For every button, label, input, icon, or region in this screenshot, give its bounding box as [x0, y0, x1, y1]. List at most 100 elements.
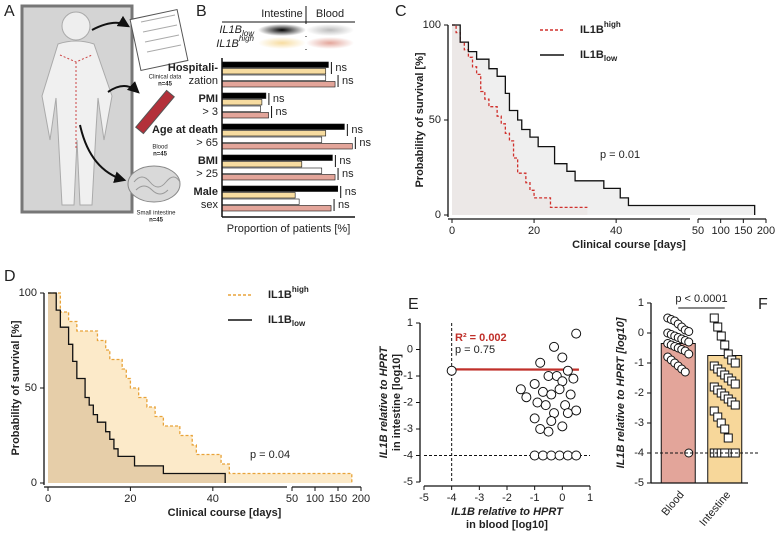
category-label: Age at death [152, 124, 218, 136]
point [571, 405, 582, 416]
point [730, 379, 740, 389]
x-axis-label: IL1B relative to HPRT [451, 506, 564, 518]
point [546, 450, 557, 461]
survival-line [48, 292, 353, 483]
point [515, 384, 526, 395]
x-tick-label: 1 [587, 492, 593, 504]
point [716, 331, 726, 341]
category-label: zation [189, 75, 218, 87]
point [546, 416, 557, 427]
legend-text: IL1B [268, 314, 292, 326]
point [446, 365, 457, 376]
point [730, 358, 740, 368]
category-label: sex [201, 199, 219, 211]
x-tick-label: 200 [352, 493, 370, 505]
legend-label: IL1Bhigh [580, 20, 621, 36]
panel-label: B [196, 3, 207, 20]
y-tick-label: -1 [403, 370, 413, 382]
y-tick-label: 0 [31, 477, 37, 489]
significance: ns [273, 93, 285, 105]
legend-text: IL1B [268, 289, 292, 301]
bar [221, 92, 267, 99]
y-axis-label: Probability of survival [%] [414, 52, 426, 187]
bar [221, 105, 261, 112]
point [537, 386, 548, 397]
point [684, 349, 694, 359]
legend-label: IL1Bhigh [268, 285, 309, 301]
point [684, 327, 694, 336]
y-tick-label: -2 [634, 387, 644, 399]
legend-swatch [258, 37, 306, 49]
bar [221, 154, 333, 161]
panel-label: F [758, 296, 768, 313]
legend-swatch [258, 24, 306, 36]
panel-label: A [4, 3, 15, 20]
point [543, 426, 554, 437]
y-tick-label: 50 [429, 114, 441, 126]
point [546, 389, 557, 400]
x-axis-label: Proportion of patients [%] [227, 223, 351, 235]
y-tick-label: 100 [19, 287, 37, 299]
y-axis-label: IL1B relative to HPRT [log10] [615, 317, 627, 468]
annotation: p = 0.01 [600, 149, 640, 161]
significance: ns [351, 124, 363, 136]
panel-a-illustration [20, 4, 189, 214]
significance: ns [276, 106, 288, 118]
fit-label: R² = 0.002 [455, 332, 507, 344]
point [537, 450, 548, 461]
y-tick-label: 0 [407, 343, 413, 355]
panel-label: D [4, 268, 16, 285]
category-label: Hospitali- [168, 62, 218, 74]
category-label: > 65 [196, 137, 218, 149]
survival-line [48, 292, 226, 483]
x-tick-label: Blood [659, 489, 686, 518]
x-tick-label: -2 [502, 492, 512, 504]
survival-line [452, 24, 756, 215]
point [562, 450, 573, 461]
bar [221, 61, 329, 68]
legend-column: Intestine [261, 8, 303, 20]
point [571, 450, 582, 461]
label: Small intestine [136, 211, 176, 217]
x-tick-label: 0 [559, 492, 565, 504]
y-tick-label: -3 [634, 417, 644, 429]
survival-area [48, 293, 352, 483]
point [713, 322, 723, 332]
bar [221, 136, 323, 143]
legend-text: IL1B [219, 24, 242, 36]
legend-label: IL1Bhigh [216, 34, 254, 50]
bar [221, 81, 336, 88]
label: n=45 [149, 218, 164, 224]
x-tick-label: -3 [474, 492, 484, 504]
x-tick-label: -4 [447, 492, 457, 504]
x-tick-label: 40 [610, 225, 622, 237]
point [557, 352, 568, 363]
point [562, 408, 573, 419]
legend-suffix: high [604, 20, 621, 29]
legend-suffix: high [239, 34, 255, 43]
point [521, 392, 532, 403]
bar [221, 68, 327, 75]
bar [221, 198, 300, 205]
point [554, 384, 565, 395]
legend-text: IL1B [580, 49, 604, 61]
bar [221, 174, 336, 181]
category-label: > 25 [196, 168, 218, 180]
bar [221, 74, 327, 81]
point [535, 424, 546, 434]
category-label: Male [194, 186, 218, 198]
significance: ns [338, 199, 350, 211]
bar [221, 192, 296, 199]
x-tick-label: 0 [449, 225, 455, 237]
x-tick-label: 0 [45, 493, 51, 505]
x-tick-label: Intestine [697, 489, 733, 529]
point [540, 400, 551, 411]
y-tick-label: 100 [423, 19, 441, 31]
point [680, 367, 690, 377]
significance: ns [345, 186, 357, 198]
point [723, 433, 733, 443]
point [529, 413, 540, 424]
x-axis-label: Clinical course [days] [572, 239, 686, 251]
legend-suffix: low [242, 29, 255, 38]
